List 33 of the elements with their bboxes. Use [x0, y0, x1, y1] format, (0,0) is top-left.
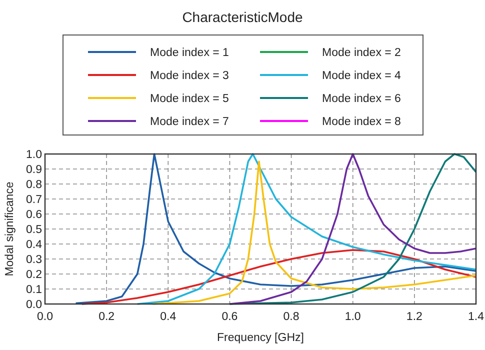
x-tick-label: 0.6	[222, 311, 238, 323]
legend-label: Mode index = 6	[322, 93, 401, 105]
x-tick-label: 1.4	[468, 311, 485, 323]
y-tick-label: 0.4	[26, 239, 43, 251]
legend-label: Mode index = 1	[150, 47, 229, 59]
x-tick-label: 0.2	[98, 311, 115, 323]
y-tick-label: 0.6	[26, 209, 42, 221]
y-tick-label: 0.7	[26, 194, 42, 206]
x-tick-label: 1.0	[344, 311, 361, 323]
x-tick-label: 0.4	[160, 311, 177, 323]
y-tick-label: 0.2	[26, 269, 42, 281]
legend-label: Mode index = 3	[150, 70, 229, 82]
y-axis-title: Modal significance	[4, 182, 16, 276]
y-tick-label: 1.0	[26, 149, 42, 161]
y-tick-label: 0.0	[26, 299, 42, 311]
legend-label: Mode index = 2	[322, 47, 401, 59]
y-tick-label: 0.5	[26, 224, 42, 236]
legend-label: Mode index = 8	[322, 116, 401, 128]
y-tick-label: 0.9	[26, 164, 42, 176]
y-tick-label: 0.8	[26, 179, 42, 191]
x-tick-label: 1.2	[406, 311, 422, 323]
legend-label: Mode index = 7	[150, 116, 229, 128]
line-series	[74, 153, 476, 304]
x-axis-title: Frequency [GHz]	[217, 332, 304, 344]
legend-label: Mode index = 4	[322, 70, 402, 82]
line-series	[228, 153, 476, 305]
line-series	[81, 249, 476, 305]
legend-label: Mode index = 5	[150, 93, 229, 105]
x-tick-label: 0.8	[283, 311, 300, 323]
chart-title: CharacteristicMode	[182, 9, 304, 25]
y-tick-label: 0.1	[26, 284, 42, 296]
y-tick-label: 0.3	[26, 254, 42, 266]
x-tick-label: 0.0	[37, 311, 53, 323]
